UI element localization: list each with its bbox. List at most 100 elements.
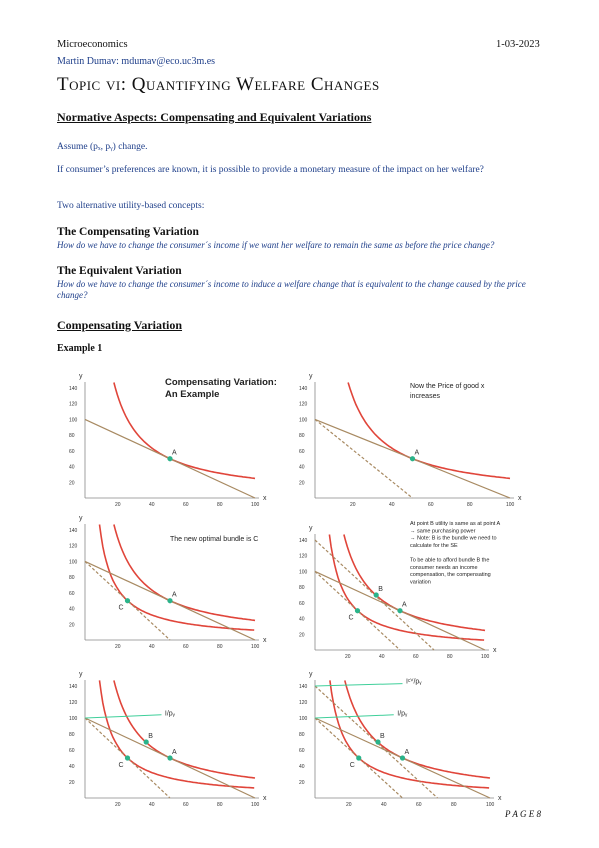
y-tick-label: 40 — [69, 465, 75, 471]
icv-py-pointer — [314, 683, 403, 687]
y-tick-label: 120 — [299, 554, 308, 560]
x-tick-label: 80 — [217, 802, 223, 808]
i-py-label: I/pᵧ — [397, 711, 408, 718]
y-tick-label: 40 — [69, 764, 75, 770]
x-tick-label: 20 — [115, 802, 121, 808]
y-tick-label: 140 — [299, 386, 308, 392]
y-tick-label: 120 — [69, 700, 78, 706]
y-tick-label: 140 — [299, 538, 308, 544]
x-axis-label: x — [498, 795, 502, 802]
x-axis-label: x — [493, 647, 497, 654]
panel-caption: At point B utility is same as at point A — [410, 521, 501, 527]
x-tick-label: 40 — [389, 502, 395, 508]
budget-line-new — [314, 418, 413, 499]
y-tick-label: 100 — [69, 559, 78, 565]
y-tick-label: 100 — [299, 716, 308, 722]
y-tick-label: 120 — [299, 700, 308, 706]
panel-caption: → Note: B is the bundle we need to — [410, 536, 497, 542]
panel-caption: increases — [410, 393, 440, 400]
x-tick-label: 100 — [486, 802, 495, 808]
ev-question: How do we have to change the consumer´s … — [57, 279, 526, 300]
y-axis-label: y — [79, 671, 83, 678]
point-label-b: B — [378, 586, 383, 593]
paragraph-assume: Assume (pₓ, pᵧ) change. — [57, 142, 148, 152]
y-tick-label: 20 — [299, 632, 305, 638]
i-py-pointer — [84, 714, 162, 719]
y-tick-label: 40 — [69, 607, 75, 613]
point-c — [124, 598, 131, 604]
indifference-curve — [113, 524, 256, 622]
y-tick-label: 80 — [299, 433, 305, 439]
y-tick-label: 100 — [299, 569, 308, 575]
point-b — [375, 739, 381, 745]
x-axis-label: x — [518, 495, 522, 502]
x-tick-label: 80 — [467, 502, 473, 508]
point-a — [167, 598, 173, 604]
x-tick-label: 20 — [115, 502, 121, 508]
x-tick-label: 80 — [451, 802, 457, 808]
x-tick-label: 20 — [346, 802, 352, 808]
point-a — [167, 755, 173, 761]
example-label: Example 1 — [57, 343, 103, 354]
panel-caption: An Example — [165, 389, 219, 400]
page-title: Topic vi: Quantifying Welfare Changes — [57, 74, 380, 95]
point-c — [354, 608, 361, 614]
i-py-pointer — [314, 714, 394, 719]
x-tick-label: 100 — [506, 502, 515, 508]
y-tick-label: 80 — [69, 433, 75, 439]
y-tick-label: 100 — [299, 417, 308, 423]
point-b — [373, 592, 379, 598]
point-label-a: A — [172, 450, 177, 457]
header-course: Microeconomics — [57, 39, 128, 50]
y-tick-label: 60 — [299, 449, 305, 455]
y-tick-label: 100 — [69, 417, 78, 423]
y-tick-label: 60 — [299, 601, 305, 607]
point-label-c: C — [350, 762, 355, 769]
point-label-c: C — [349, 615, 354, 622]
panel-caption: variation — [410, 579, 431, 585]
y-tick-label: 40 — [299, 617, 305, 623]
point-a — [399, 755, 406, 761]
indifference-curve — [328, 534, 485, 641]
x-tick-label: 80 — [447, 654, 453, 660]
y-tick-label: 20 — [69, 480, 75, 486]
point-label-a: A — [415, 450, 420, 457]
x-axis-label: x — [263, 637, 267, 644]
point-label-c: C — [119, 605, 124, 612]
y-tick-label: 80 — [299, 732, 305, 738]
x-tick-label: 60 — [413, 654, 419, 660]
panel-caption: compensation, the compensating — [410, 572, 491, 578]
y-axis-label: y — [309, 373, 313, 380]
section-heading-cv: Compensating Variation — [57, 318, 183, 332]
y-tick-label: 20 — [69, 780, 75, 786]
y-axis-label: y — [309, 525, 313, 532]
paragraph-concepts: Two alternative utility-based concepts: — [57, 201, 205, 211]
x-tick-label: 80 — [217, 644, 223, 650]
point-label-b: B — [148, 733, 153, 740]
point-c — [356, 755, 362, 761]
point-c — [124, 755, 131, 761]
point-a — [397, 608, 403, 614]
y-axis-label: y — [79, 515, 83, 522]
paragraph-preferences: If consumer’s preferences are known, it … — [57, 165, 484, 175]
indifference-curve — [343, 534, 486, 632]
icv-py-label: Iᶜⱽ/pᵧ — [406, 678, 422, 686]
point-label-a: A — [172, 749, 177, 756]
cv-title: The Compensating Variation — [57, 226, 199, 238]
x-tick-label: 20 — [115, 644, 121, 650]
figure-panel-4: y x 20 40 60 80 100 120 140 20 40 60 80 100 A B C At poin… — [299, 521, 501, 660]
header-date: 1-03-2023 — [496, 39, 540, 50]
y-tick-label: 40 — [299, 465, 305, 471]
point-label-b: B — [380, 733, 385, 740]
y-tick-label: 120 — [299, 402, 308, 408]
y-tick-label: 140 — [299, 684, 308, 690]
y-tick-label: 80 — [299, 585, 305, 591]
point-a — [409, 456, 416, 462]
y-tick-label: 100 — [69, 716, 78, 722]
point-b — [143, 739, 149, 745]
y-tick-label: 20 — [69, 622, 75, 628]
point-label-a: A — [402, 602, 407, 609]
figure-panel-2: y x 20 40 60 80 100 120 140 20 40 60 80 100 A Now the P… — [299, 373, 522, 508]
y-tick-label: 140 — [69, 684, 78, 690]
